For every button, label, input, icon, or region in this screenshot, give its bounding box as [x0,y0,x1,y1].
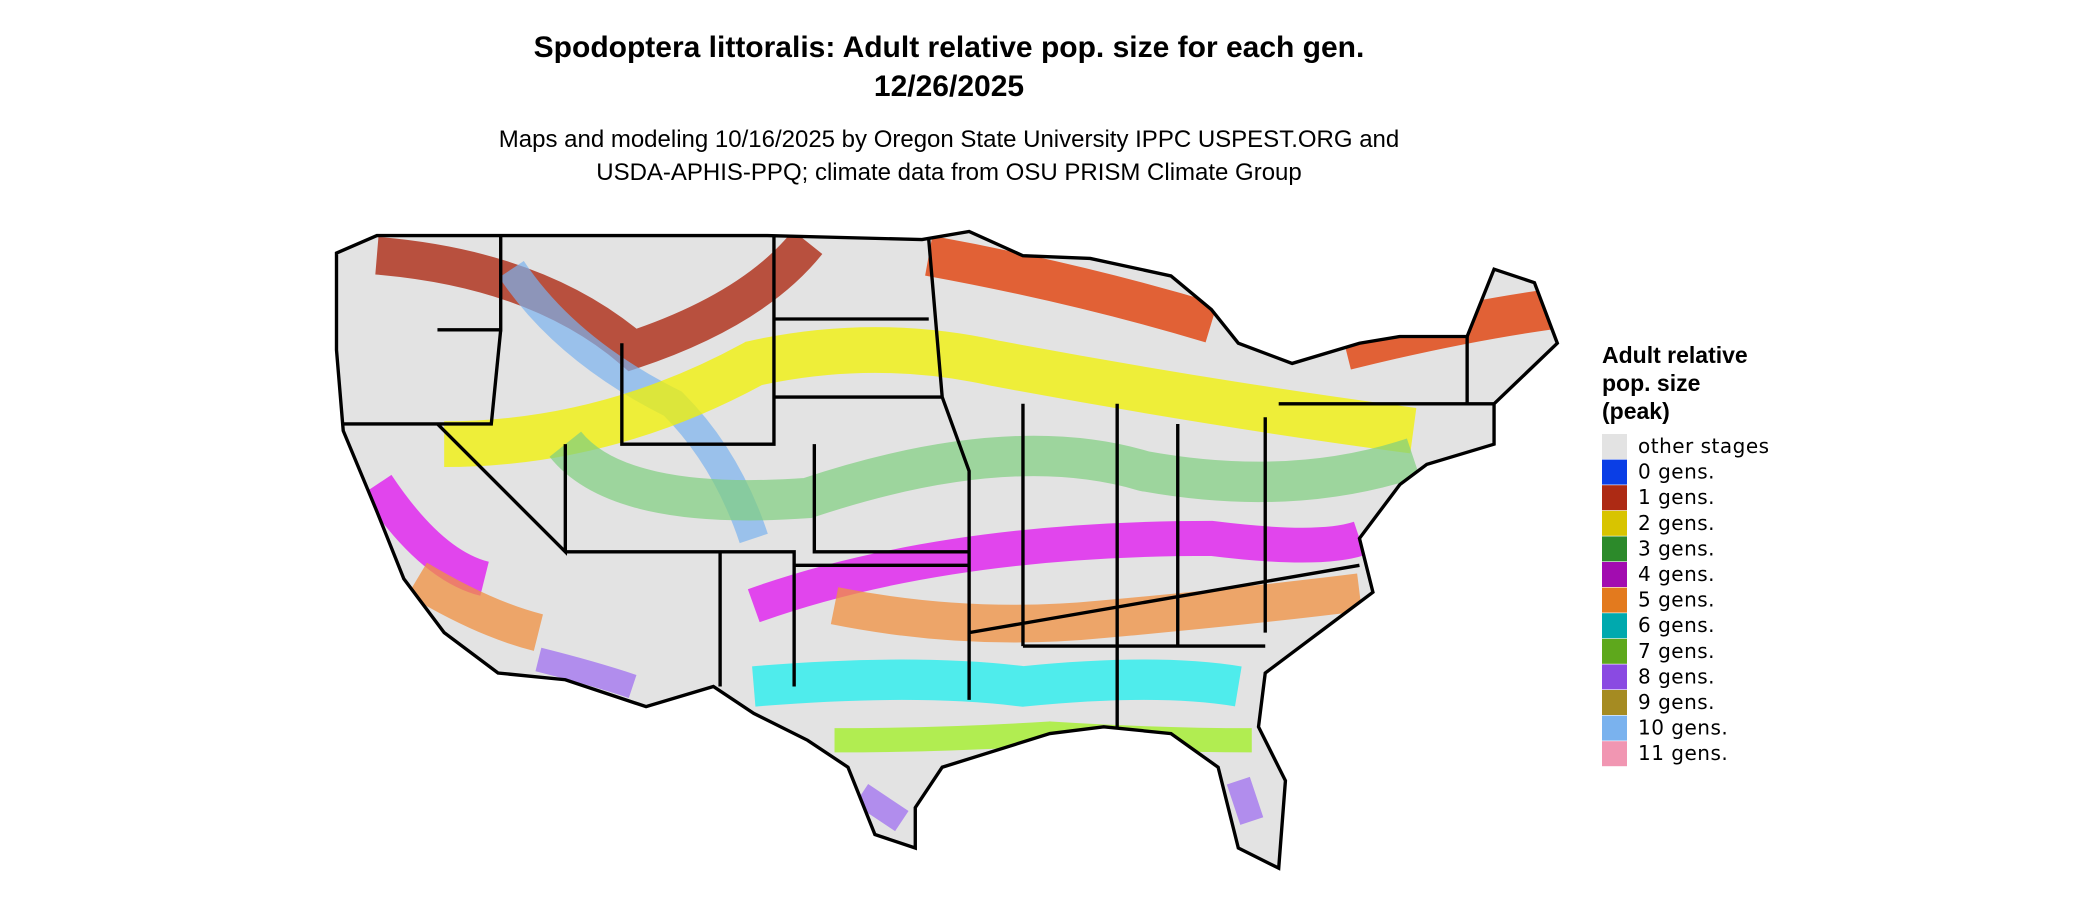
subtitle-line: USDA-APHIS-PPQ; climate data from OSU PR… [596,159,1302,186]
legend-label: 0 gens. [1638,460,1715,484]
legend-swatch [1602,562,1627,587]
legend-swatch [1602,587,1627,613]
title-line: 12/26/2025 [874,70,1024,103]
legend-label: 1 gens. [1638,485,1715,509]
legend-label: 11 gens. [1638,741,1728,765]
legend-swatch [1602,715,1627,741]
legend-label: 4 gens. [1638,562,1715,586]
legend-label: 10 gens. [1638,716,1728,740]
legend-swatch [1602,536,1627,562]
legend-swatch [1602,510,1627,536]
legend-label: 2 gens. [1638,511,1715,535]
legend-swatch [1602,613,1627,639]
state-borders [334,229,1560,870]
legend-swatch [1602,459,1627,485]
legend-swatch [1602,434,1627,459]
legend-label: other stages [1638,434,1770,458]
subtitle-line: Maps and modeling 10/16/2025 by Oregon S… [499,126,1399,153]
legend-swatch [1602,690,1627,715]
map [334,229,1560,870]
legend-swatch [1602,664,1627,690]
legend-label: 7 gens. [1638,639,1715,663]
legend-swatch [1602,741,1627,767]
legend-label: 6 gens. [1638,613,1715,637]
legend-label: 9 gens. [1638,690,1715,714]
title-line: Spodoptera littoralis: Adult relative po… [534,31,1365,64]
legend-label: 8 gens. [1638,664,1715,688]
legend-title: Adult relative [1602,342,1748,368]
legend-swatch [1602,485,1627,511]
legend-label: 3 gens. [1638,536,1715,560]
legend-title: pop. size [1602,370,1700,396]
legend-title: (peak) [1602,398,1670,424]
legend-label: 5 gens. [1638,588,1715,612]
legend-swatch [1602,638,1627,664]
